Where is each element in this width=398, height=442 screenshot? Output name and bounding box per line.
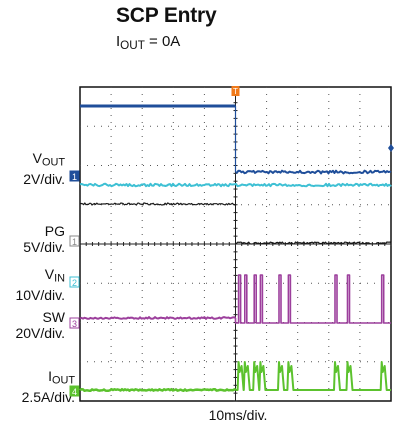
x-axis-label: 10ms/div. — [0, 407, 398, 423]
trigger-marker-text: T — [233, 87, 238, 96]
trace-iout-pre — [80, 389, 236, 391]
marker-ch1-text: 1 — [72, 172, 77, 182]
marker-ch2-text: 2 — [72, 278, 77, 288]
marker-ch3-text: 3 — [72, 319, 77, 329]
marker-ch4-text: 4 — [72, 387, 77, 397]
marker-pg-text: 1 — [72, 237, 77, 247]
